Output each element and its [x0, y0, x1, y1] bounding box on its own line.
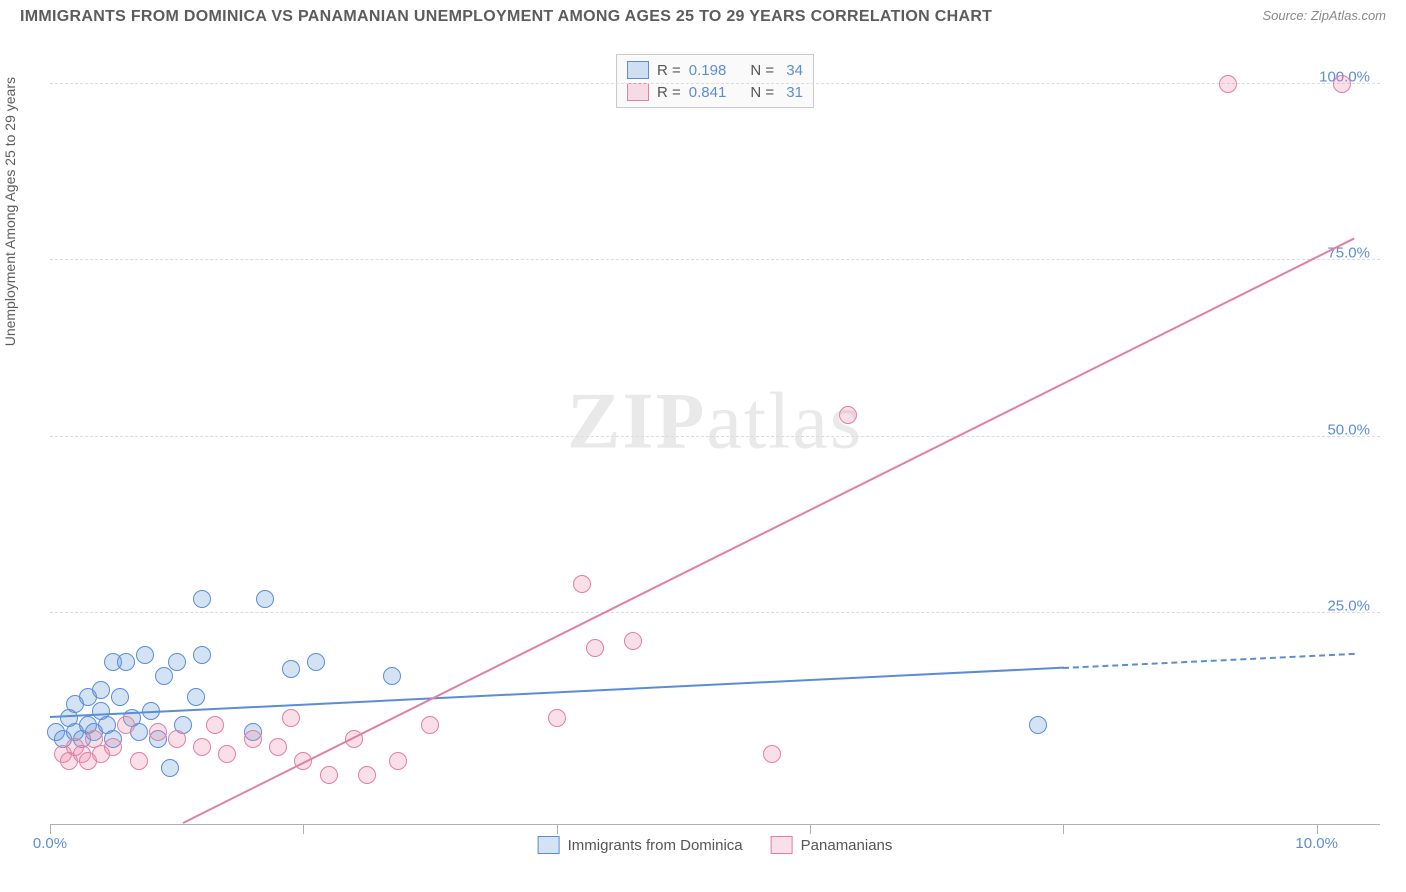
data-point [206, 716, 224, 734]
gridline-h [50, 612, 1380, 613]
data-point [307, 653, 325, 671]
data-point [282, 709, 300, 727]
data-point [383, 667, 401, 685]
data-point [136, 646, 154, 664]
source-attribution: Source: ZipAtlas.com [1262, 8, 1386, 23]
data-point [104, 738, 122, 756]
x-tick [810, 824, 811, 834]
data-point [168, 653, 186, 671]
legend-n-label: N = [750, 84, 774, 101]
data-point [193, 590, 211, 608]
legend-row: R = 0.841 N = 31 [627, 81, 803, 103]
data-point [389, 752, 407, 770]
chart-header: IMMIGRANTS FROM DOMINICA VS PANAMANIAN U… [20, 8, 1386, 26]
trend-line [183, 237, 1356, 824]
legend-n-label: N = [750, 62, 774, 79]
data-point [573, 575, 591, 593]
series-legend-label: Immigrants from Dominica [568, 837, 743, 854]
data-point [218, 745, 236, 763]
watermark-bold: ZIP [567, 377, 706, 465]
x-tick [303, 824, 304, 834]
legend-swatch [771, 836, 793, 854]
data-point [155, 667, 173, 685]
data-point [1333, 75, 1351, 93]
trend-line-extrapolated [1063, 653, 1354, 669]
gridline-h [50, 83, 1380, 84]
y-tick-label: 25.0% [1327, 597, 1370, 614]
legend-swatch [627, 83, 649, 101]
data-point [358, 766, 376, 784]
data-point [282, 660, 300, 678]
data-point [421, 716, 439, 734]
x-tick [1063, 824, 1064, 834]
legend-n-value: 34 [782, 62, 803, 79]
data-point [586, 639, 604, 657]
watermark: ZIPatlas [567, 376, 863, 467]
data-point [244, 730, 262, 748]
x-tick-label: 0.0% [33, 835, 67, 852]
data-point [624, 632, 642, 650]
data-point [92, 681, 110, 699]
gridline-h [50, 259, 1380, 260]
data-point [193, 646, 211, 664]
x-tick [1317, 824, 1318, 834]
data-point [187, 688, 205, 706]
data-point [763, 745, 781, 763]
legend-row: R = 0.198 N = 34 [627, 59, 803, 81]
data-point [111, 688, 129, 706]
data-point [1029, 716, 1047, 734]
data-point [256, 590, 274, 608]
x-tick [557, 824, 558, 834]
legend-r-label: R = [657, 62, 681, 79]
data-point [117, 716, 135, 734]
watermark-rest: atlas [706, 377, 863, 465]
data-point [269, 738, 287, 756]
data-point [320, 766, 338, 784]
series-legend-label: Panamanians [801, 837, 893, 854]
legend-r-value: 0.841 [689, 84, 727, 101]
legend-r-value: 0.198 [689, 62, 727, 79]
gridline-h [50, 436, 1380, 437]
legend-swatch [538, 836, 560, 854]
data-point [1219, 75, 1237, 93]
legend-swatch [627, 61, 649, 79]
x-tick [50, 824, 51, 834]
data-point [168, 730, 186, 748]
legend-n-value: 31 [782, 84, 803, 101]
y-tick-label: 50.0% [1327, 421, 1370, 438]
data-point [193, 738, 211, 756]
series-legend-item: Panamanians [771, 836, 893, 854]
data-point [117, 653, 135, 671]
plot-area: ZIPatlas R =0.198N = 34R =0.841N = 31 Im… [50, 50, 1380, 825]
chart-title: IMMIGRANTS FROM DOMINICA VS PANAMANIAN U… [20, 8, 992, 26]
data-point [161, 759, 179, 777]
series-legend: Immigrants from Dominica Panamanians [538, 836, 893, 854]
data-point [839, 406, 857, 424]
y-axis-label: Unemployment Among Ages 25 to 29 years [2, 77, 18, 346]
x-tick-label: 10.0% [1295, 835, 1338, 852]
legend-r-label: R = [657, 84, 681, 101]
data-point [548, 709, 566, 727]
correlation-legend: R = 0.198 N = 34 R = 0.841 N = 31 [616, 54, 814, 108]
data-point [130, 752, 148, 770]
data-point [149, 723, 167, 741]
series-legend-item: Immigrants from Dominica [538, 836, 743, 854]
